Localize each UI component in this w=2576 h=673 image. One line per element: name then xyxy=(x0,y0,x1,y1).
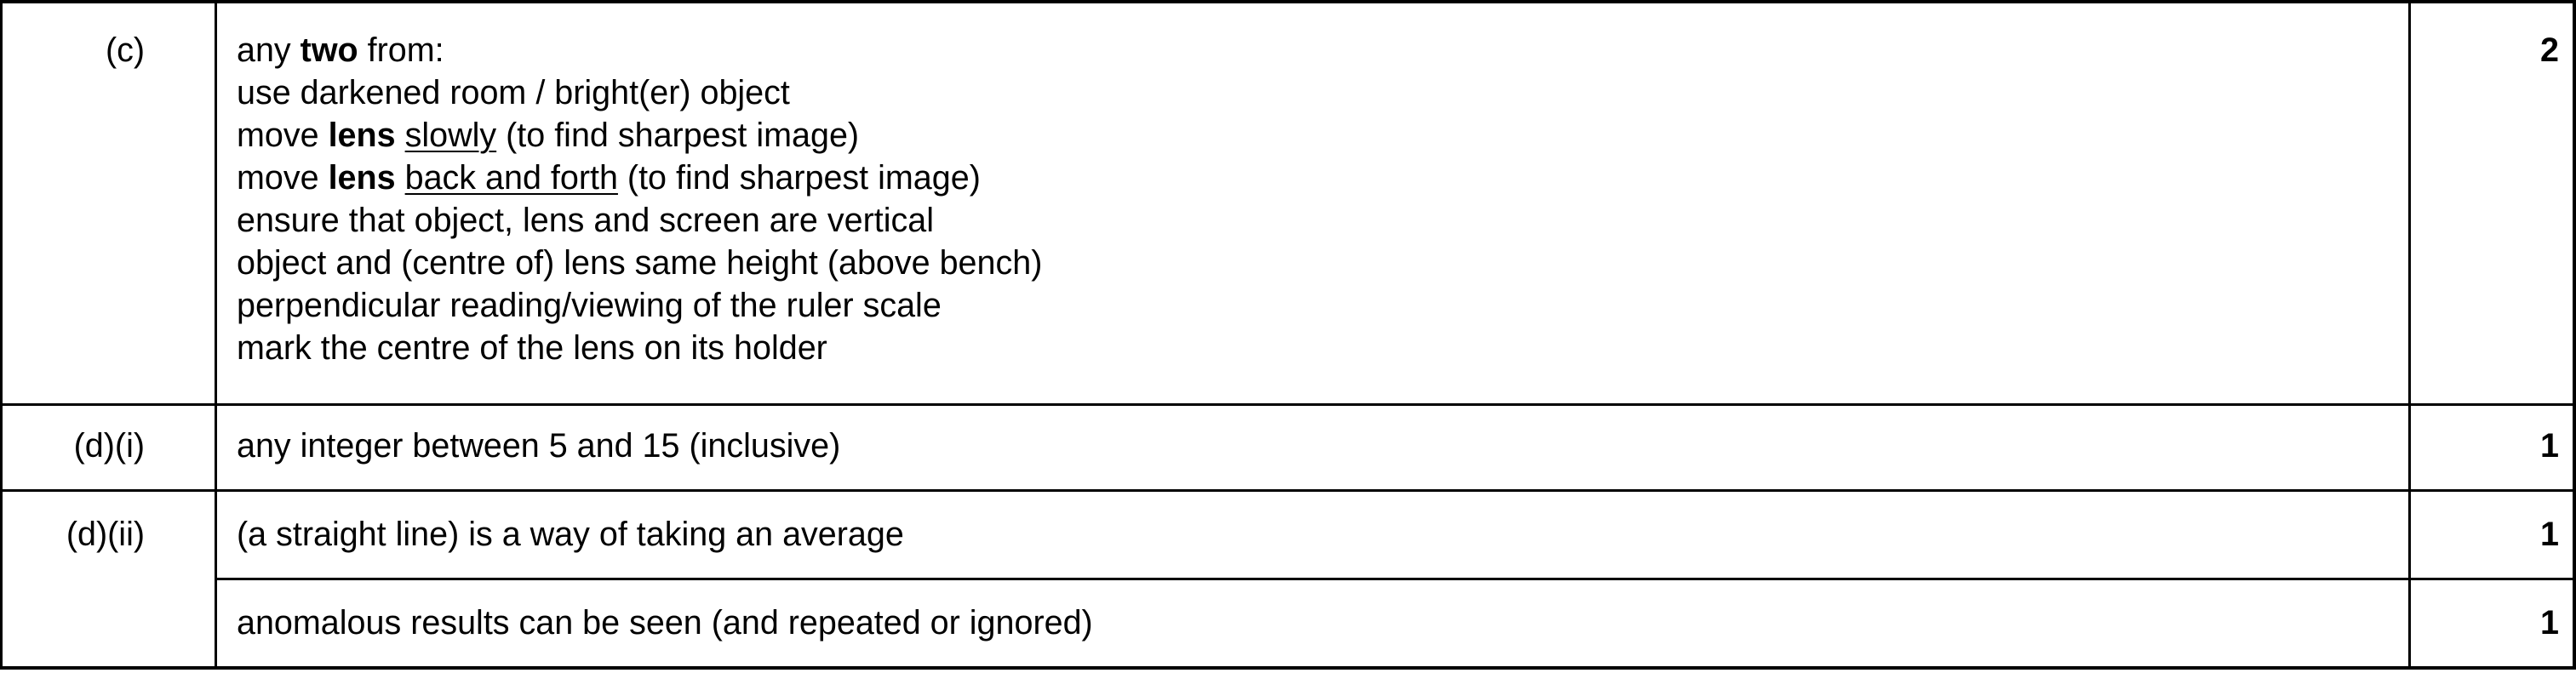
table-border-top xyxy=(0,0,2576,3)
answer-text: ensure that object, lens and screen are … xyxy=(237,202,934,239)
answer-text: any xyxy=(237,31,301,69)
answer-line: ensure that object, lens and screen are … xyxy=(237,199,1042,242)
answer-line: object and (centre of) lens same height … xyxy=(237,242,1042,284)
answer-lines: anomalous results can be seen (and repea… xyxy=(237,602,1093,644)
answer-line: (a straight line) is a way of taking an … xyxy=(237,513,904,556)
marks-value: 1 xyxy=(2540,427,2559,465)
table-border-bottom xyxy=(0,666,2576,670)
marks-value: 1 xyxy=(2540,516,2559,553)
answer-line: use darkened room / bright(er) object xyxy=(237,71,1042,114)
question-number: (d)(ii) xyxy=(66,516,145,553)
column-divider-question xyxy=(215,0,217,670)
answer-text xyxy=(396,117,405,154)
answer-line: any two from: xyxy=(237,29,1042,71)
row-divider xyxy=(0,403,2576,406)
question-number: (c) xyxy=(105,31,145,69)
row-divider xyxy=(215,578,2576,580)
answer-text: from: xyxy=(358,31,444,69)
table-border-left xyxy=(0,0,3,670)
answer-underlined-text: slowly xyxy=(404,117,497,154)
answer-line: anomalous results can be seen (and repea… xyxy=(237,602,1093,644)
answer-text: any integer between 5 and 15 (inclusive) xyxy=(237,427,841,465)
answer-line: move lens back and forth (to find sharpe… xyxy=(237,157,1042,199)
column-divider-marks xyxy=(2408,0,2411,670)
answer-text: anomalous results can be seen (and repea… xyxy=(237,604,1093,642)
answer-text: (to find sharpest image) xyxy=(496,117,860,154)
answer-text: mark the centre of the lens on its holde… xyxy=(237,329,827,367)
answer-line: mark the centre of the lens on its holde… xyxy=(237,327,1042,369)
answer-text: object and (centre of) lens same height … xyxy=(237,244,1043,282)
answer-lines: any integer between 5 and 15 (inclusive) xyxy=(237,425,840,467)
answer-lines: (a straight line) is a way of taking an … xyxy=(237,513,904,556)
marks-value: 2 xyxy=(2540,31,2559,69)
answer-text: move xyxy=(237,159,329,197)
answer-line: move lens slowly (to find sharpest image… xyxy=(237,114,1042,157)
answer-text: (a straight line) is a way of taking an … xyxy=(237,516,904,553)
answer-line: any integer between 5 and 15 (inclusive) xyxy=(237,425,840,467)
table-border-right xyxy=(2573,0,2576,670)
answer-line: perpendicular reading/viewing of the rul… xyxy=(237,284,1042,327)
answer-bold-text: lens xyxy=(328,159,396,197)
answer-lines: any two from: use darkened room / bright(… xyxy=(237,29,1042,369)
row-divider xyxy=(0,489,2576,492)
answer-text xyxy=(396,159,405,197)
answer-text: (to find sharpest image) xyxy=(617,159,981,197)
answer-text: move xyxy=(237,117,329,154)
answer-bold-text: two xyxy=(300,31,358,69)
answer-text: perpendicular reading/viewing of the rul… xyxy=(237,287,942,324)
answer-text: use darkened room / bright(er) object xyxy=(237,74,790,111)
answer-underlined-text: back and forth xyxy=(404,159,618,197)
marks-value: 1 xyxy=(2540,604,2559,642)
answer-bold-text: lens xyxy=(328,117,396,154)
question-number: (d)(i) xyxy=(73,427,145,465)
